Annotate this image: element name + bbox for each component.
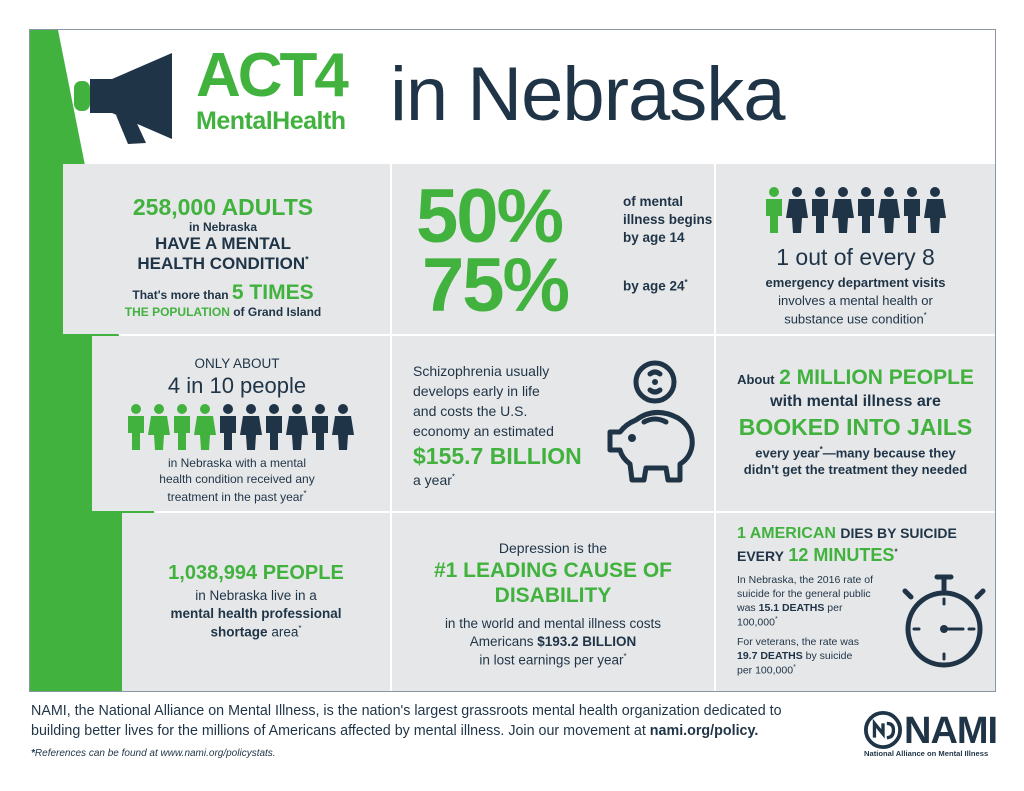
stat-emergency-line2: involves a mental health or [778,293,933,308]
person-icon [766,187,782,233]
stat-depression-line1: in the world and mental illness costs [444,616,662,631]
people-row-icon [766,187,946,233]
stat-treatment-line2: health condition received any [159,472,315,486]
stat-jails-line4: didn't get the treatment they needed [743,462,968,477]
page-title: in Nebraska [390,52,786,137]
footer-policy-link[interactable]: nami.org/policy. [649,723,759,739]
stat-50-text1: of mental [623,194,684,209]
stat-adults-number: 258,000 ADULTS [132,194,314,220]
stat-schizo-line1: Schizophrenia usually [413,363,550,379]
stat-cell-onset: 50% of mental illness begins by age 14 7… [392,164,714,334]
stat-schizo-line3: and costs the U.S. [413,403,528,419]
stat-suicide-p1-2: suicide for the general public [737,588,871,600]
megaphone-icon [74,53,172,144]
stat-suicide-h2: EVERY 12 MINUTES* [737,545,898,565]
stat-suicide-p2-3: per 100,000* [737,664,796,677]
stopwatch-icon [902,574,986,668]
stat-depression-big2: DISABILITY [494,584,612,607]
stat-depression-big1: #1 LEADING CAUSE OF [433,559,673,582]
stat-suicide-p1-3: was 15.1 DEATHS per [737,602,843,614]
stat-adults-line2: HEALTH CONDITION* [137,254,309,273]
stat-cell-shortage: 1,038,994 PEOPLE in Nebraska live in a m… [122,513,390,691]
stat-adults-line1: HAVE A MENTAL [155,234,291,253]
stat-treatment-top: ONLY ABOUT [194,356,280,371]
nami-tagline: National Alliance on Mental Illness [864,749,989,758]
stat-depression-line2: Americans $193.2 BILLION [469,634,637,649]
nami-logo: NAMI National Alliance on Mental Illness [864,710,998,761]
stat-75-text: by age 24* [623,278,688,294]
stat-treatment-big: 4 in 10 people [167,373,307,398]
stat-75-percent: 75% [422,243,570,328]
stat-adults-compare: That's more than 5 TIMES [132,281,314,304]
stat-emergency-big: 1 out of every 8 [776,244,935,270]
stat-cell-jails: About 2 MILLION PEOPLE with mental illne… [716,336,995,511]
stat-emergency-line1: emergency department visits [765,275,946,290]
stat-shortage-line3: shortage area* [210,624,302,640]
stat-suicide-p2-1: For veterans, the rate was [737,636,859,648]
stat-suicide-p1-4: 100,000* [737,616,778,629]
stat-cell-emergency: 1 out of every 8 emergency department vi… [716,164,995,334]
nami-logo-icon [864,711,902,749]
stat-schizo-line2: develops early in life [413,383,540,399]
person-icon [220,404,354,450]
stat-adults-population: THE POPULATION of Grand Island [124,305,322,319]
piggy-bank-icon [607,360,695,483]
stat-cell-suicide: 1 AMERICAN DIES BY SUICIDE EVERY 12 MINU… [716,513,995,691]
infographic-frame: ACT4 MentalHealth in Nebraska 258,000 AD… [29,29,996,692]
footer-references: *References can be found at www.nami.org… [31,748,276,759]
stat-adults-place: in Nebraska [188,220,258,234]
stat-shortage-line2: mental health professional [170,606,342,621]
logo-mentalhealth: MentalHealth [196,107,346,135]
stat-cell-schizophrenia: Schizophrenia usually develops early in … [392,336,714,511]
stat-jails-line2: with mental illness are [770,393,941,410]
stat-50-percent: 50% [416,174,564,259]
header: ACT4 MentalHealth in Nebraska [30,30,995,164]
stat-emergency-line3: substance use condition* [784,311,927,327]
stat-suicide-h1: 1 AMERICAN DIES BY SUICIDE [737,525,957,542]
stat-jails-big: BOOKED INTO JAILS [738,414,973,440]
stat-shortage-big: 1,038,994 PEOPLE [168,562,344,584]
logo-act4: ACT4 [196,41,349,110]
stat-jails-line3: every year*—many because they [755,445,956,461]
stat-cell-depression: Depression is the #1 LEADING CAUSE OF DI… [392,513,714,691]
stat-schizo-line4: economy an estimated [413,423,554,439]
stat-50-text2: illness begins [623,212,713,227]
people-row-icon [128,404,354,450]
stat-schizo-cost: $155.7 BILLION [413,443,582,469]
stat-cell-treatment: ONLY ABOUT 4 in 10 people in Nebraska wi… [92,336,390,511]
stat-depression-line3: in lost earnings per year* [479,652,627,668]
nami-wordmark: NAMI [904,710,998,752]
stat-suicide-p2-2: 19.7 DEATHS by suicide [737,650,853,662]
stat-suicide-p1-1: In Nebraska, the 2016 rate of [737,574,874,586]
stat-depression-top: Depression is the [498,540,608,556]
stat-schizo-tail: a year* [413,472,456,488]
footer-description: NAMI, the National Alliance on Mental Il… [31,703,782,739]
stat-cell-adults: 258,000 ADULTS in Nebraska HAVE A MENTAL… [63,164,390,334]
person-icon [786,187,946,233]
person-icon [128,404,216,450]
stat-jails-line1: About 2 MILLION PEOPLE [737,366,974,389]
stat-shortage-line1: in Nebraska live in a [195,588,317,603]
stat-50-text3: by age 14 [623,230,685,245]
stat-treatment-line1: in Nebraska with a mental [167,456,307,470]
stat-treatment-line3: treatment in the past year* [167,489,307,504]
